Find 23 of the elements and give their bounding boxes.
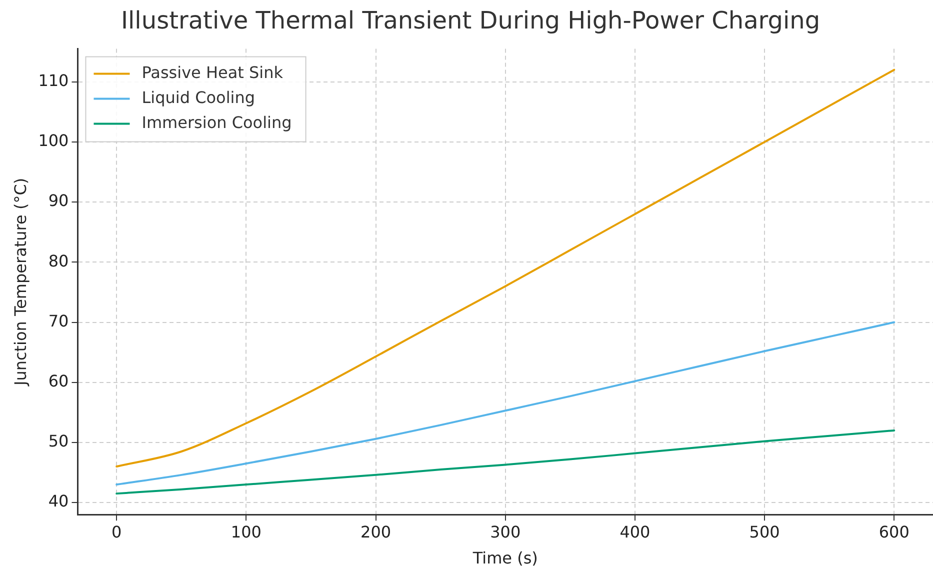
x-axis-title: Time (s) [472, 548, 538, 568]
chart-title: Illustrative Thermal Transient During High-Power Charging [120, 6, 820, 35]
legend-label: Liquid Cooling [142, 88, 256, 107]
x-tick-label: 500 [749, 522, 780, 542]
y-tick-label: 110 [38, 71, 69, 90]
y-axis-title: Junction Temperature (°C) [10, 178, 30, 387]
y-tick-label: 60 [48, 372, 69, 391]
y-tick-label: 50 [48, 432, 69, 451]
y-tick-label: 80 [48, 251, 69, 270]
x-tick-label: 300 [490, 522, 521, 542]
x-tick-label: 0 [112, 522, 122, 542]
line-series [116, 321, 896, 486]
x-tick-label: 200 [360, 522, 392, 542]
y-tick-label: 40 [48, 492, 69, 511]
legend-label: Immersion Cooling [142, 112, 292, 132]
x-tick-label: 600 [878, 522, 910, 542]
x-tick-label: 100 [230, 522, 262, 542]
legend-label: Passive Heat Sink [142, 62, 284, 82]
y-tick-label: 90 [48, 191, 69, 210]
y-tick-label: 70 [48, 311, 69, 330]
x-tick-label: 400 [620, 522, 650, 542]
y-tick-label: 100 [38, 131, 69, 150]
line-series [116, 429, 896, 495]
